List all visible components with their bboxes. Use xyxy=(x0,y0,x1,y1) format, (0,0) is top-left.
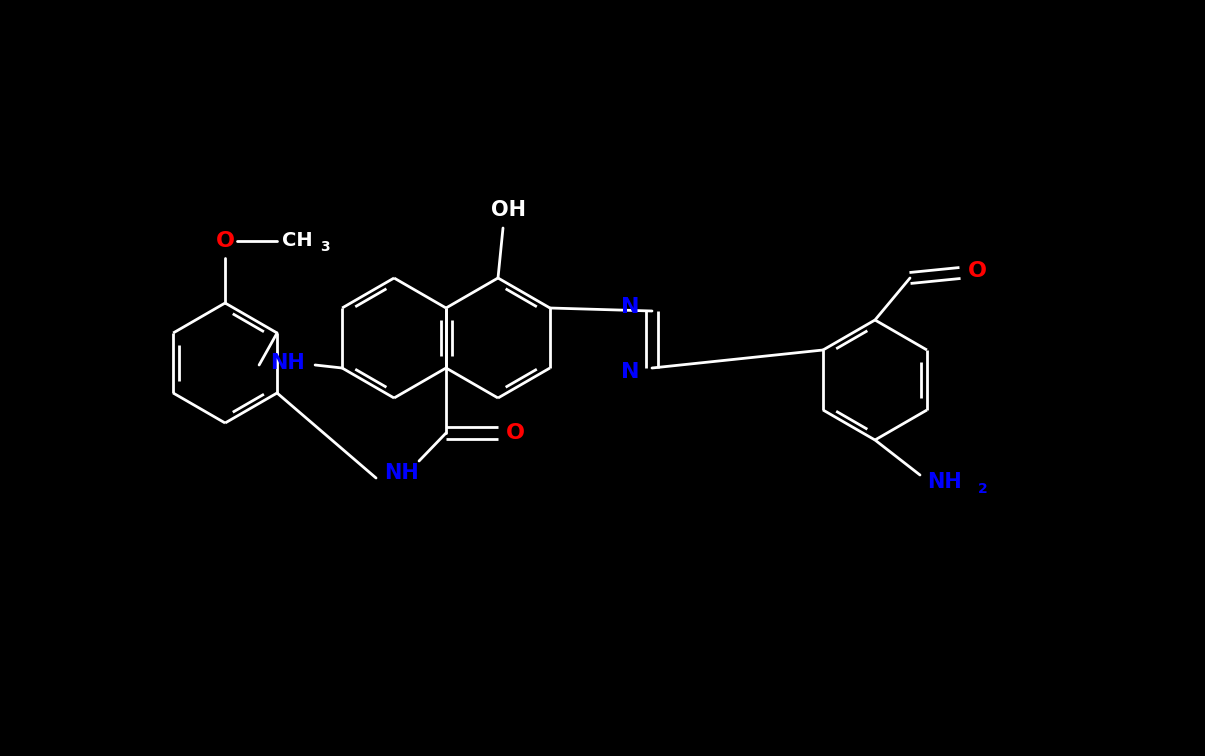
Text: 2: 2 xyxy=(978,482,988,496)
Text: O: O xyxy=(506,423,524,443)
Text: O: O xyxy=(968,261,987,281)
Text: NH: NH xyxy=(383,463,418,483)
Text: NH: NH xyxy=(928,472,963,492)
Text: CH: CH xyxy=(282,231,312,250)
Text: NH: NH xyxy=(270,353,305,373)
Text: O: O xyxy=(216,231,235,251)
Text: 3: 3 xyxy=(321,240,330,254)
Text: N: N xyxy=(621,362,639,382)
Text: OH: OH xyxy=(490,200,525,220)
Text: N: N xyxy=(621,297,639,317)
